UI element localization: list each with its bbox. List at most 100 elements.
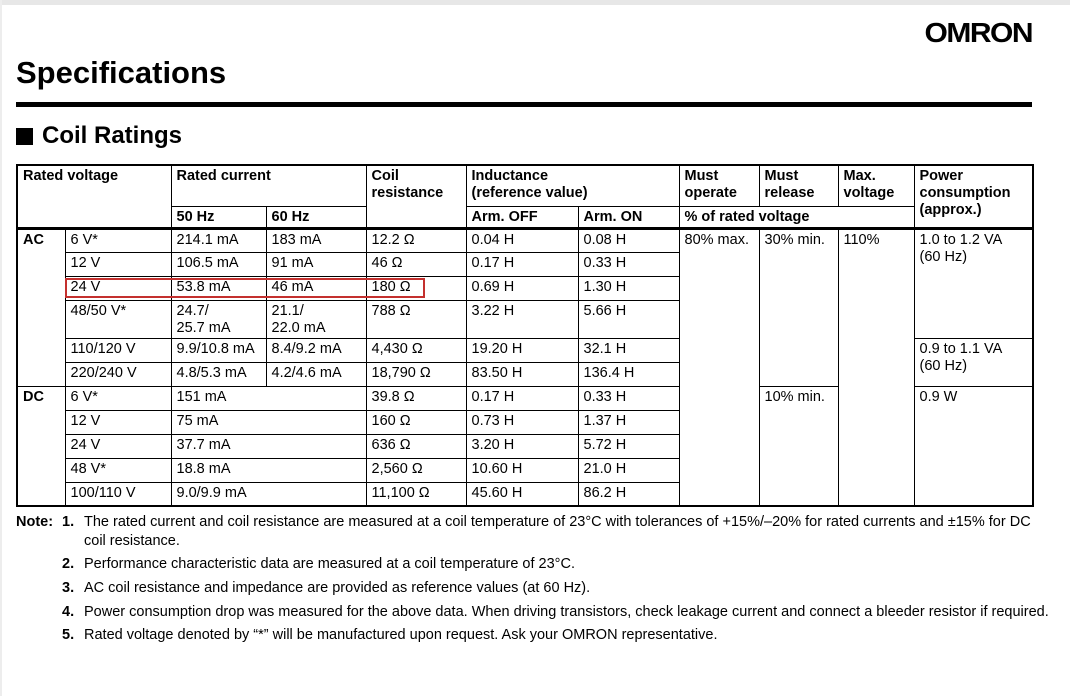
table-row-dc-100-110v: 100/110 V 9.0/9.9 mA 11,100 Ω 45.60 H 86… xyxy=(17,481,1033,507)
cell-current-dc: 75 mA xyxy=(170,409,367,435)
cell-current-50hz: 4.8/5.3 mA xyxy=(170,361,267,387)
table-row-dc-24v: 24 V 37.7 mA 636 Ω 3.20 H 5.72 H xyxy=(17,433,1033,459)
note-item: 3. AC coil resistance and impedance are … xyxy=(16,579,1056,598)
table-row-ac-110-120v: 110/120 V 9.9/10.8 mA 8.4/9.2 mA 4,430 Ω… xyxy=(17,337,1034,387)
coil-ratings-table: Rated voltage Rated current Coil resista… xyxy=(16,164,1034,508)
cell-resistance: 12.2 Ω xyxy=(365,227,467,253)
cell-arm-on: 1.30 H xyxy=(577,275,680,301)
note-item: Note: 1. The rated current and coil resi… xyxy=(16,513,1056,550)
page-content: OMRON Specifications Coil Ratings Rated … xyxy=(16,5,1049,650)
page-edge-top xyxy=(0,0,1070,5)
cell-arm-on: 0.08 H xyxy=(577,227,680,253)
note-label-spacer xyxy=(16,579,62,598)
section-marker-icon xyxy=(16,127,33,145)
cell-voltage: 12 V xyxy=(64,251,172,277)
cell-resistance: 160 Ω xyxy=(365,409,467,435)
cell-arm-off: 0.04 H xyxy=(465,227,579,253)
cell-power-ac-low: 1.0 to 1.2 VA (60 Hz) xyxy=(913,227,1034,339)
header-pct-rated-voltage: % of rated voltage xyxy=(678,205,915,230)
page-edge-left xyxy=(0,0,2,696)
cell-voltage: 6 V* xyxy=(64,385,172,411)
header-must-release: Must release xyxy=(758,164,839,207)
note-item: 4. Power consumption drop was measured f… xyxy=(16,603,1056,622)
header-50hz: 50 Hz xyxy=(170,205,267,230)
header-row-1: Rated voltage Rated current Coil resista… xyxy=(16,164,1034,230)
cell-resistance: 2,560 Ω xyxy=(365,457,467,483)
table-row-dc-6v: DC 6 V* 151 mA 39.8 Ω 0.17 H 0.33 H 10% … xyxy=(16,385,1034,507)
cell-arm-on: 0.33 H xyxy=(577,385,680,411)
header-60hz: 60 Hz xyxy=(265,205,367,230)
note-number: 1. xyxy=(62,514,75,531)
title-rule xyxy=(16,102,1032,107)
note-item: 5. Rated voltage denoted by “*” will be … xyxy=(16,626,1056,645)
cell-voltage: 24 V xyxy=(64,275,425,301)
cell-resistance: 46 Ω xyxy=(365,251,467,277)
cell-arm-off: 3.22 H xyxy=(465,299,579,339)
note-number: 2. xyxy=(62,556,75,573)
cell-resistance: 18,790 Ω xyxy=(365,361,467,387)
cell-arm-off: 83.50 H xyxy=(465,361,579,387)
note-text: Power consumption drop was measured for … xyxy=(84,603,1049,620)
cell-current-dc: 151 mA xyxy=(170,385,367,411)
header-must-operate: Must operate xyxy=(678,164,760,207)
header-max-voltage: Max. voltage xyxy=(837,164,915,207)
cell-group-dc: DC xyxy=(16,385,66,507)
cell-current-60hz: 183 mA xyxy=(265,227,367,253)
cell-current-50hz: 106.5 mA xyxy=(170,251,267,277)
table-row-ac-48-50v: 48/50 V* 24.7/ 25.7 mA 21.1/ 22.0 mA 788… xyxy=(17,299,1033,339)
cell-must-release-dc: 10% min. xyxy=(758,385,839,507)
cell-current-60hz: 46 mA xyxy=(265,275,367,301)
cell-current-60hz: 91 mA xyxy=(265,251,367,277)
cell-current-50hz: 53.8 mA xyxy=(170,275,267,301)
cell-voltage: 110/120 V xyxy=(64,337,172,363)
cell-voltage: 48/50 V* xyxy=(64,299,172,339)
cell-arm-off: 10.60 H xyxy=(465,457,579,483)
header-power-consumption: Power consumption (approx.) xyxy=(913,164,1034,230)
cell-voltage-text: 24 V xyxy=(70,278,101,295)
note-text: AC coil resistance and impedance are pro… xyxy=(84,579,591,596)
note-text: Performance characteristic data are meas… xyxy=(84,556,575,573)
header-arm-on: Arm. ON xyxy=(577,205,680,230)
note-label-spacer xyxy=(16,603,62,622)
cell-group-ac: AC xyxy=(16,227,66,387)
cell-arm-off: 0.69 H xyxy=(465,275,579,301)
page-title: Specifications xyxy=(16,55,227,90)
cell-arm-off: 0.73 H xyxy=(465,409,579,435)
cell-voltage: 6 V* xyxy=(64,227,172,253)
table-row-dc-12v: 12 V 75 mA 160 Ω 0.73 H 1.37 H xyxy=(17,409,1033,435)
section-title: Coil Ratings xyxy=(42,122,183,149)
header-inductance: Inductance (reference value) xyxy=(465,164,680,207)
cell-resistance: 636 Ω xyxy=(365,433,467,459)
note-label-spacer xyxy=(16,626,62,645)
cell-max-voltage: 110% xyxy=(837,227,915,507)
cell-current-dc: 18.8 mA xyxy=(170,457,367,483)
note-label-spacer xyxy=(16,555,62,574)
cell-current-dc: 37.7 mA xyxy=(170,433,367,459)
cell-power-ac-high: 0.9 to 1.1 VA (60 Hz) xyxy=(913,337,1034,387)
cell-arm-on: 136.4 H xyxy=(577,361,680,387)
section-heading: Coil Ratings xyxy=(16,122,1032,150)
cell-arm-off: 0.17 H xyxy=(465,385,579,411)
cell-current-60hz: 8.4/9.2 mA xyxy=(265,337,367,363)
cell-resistance: 11,100 Ω xyxy=(365,481,467,507)
cell-resistance: 788 Ω xyxy=(365,299,467,339)
cell-resistance: 180 Ω xyxy=(365,275,467,301)
cell-voltage: 220/240 V xyxy=(64,361,172,387)
note-item: 2. Performance characteristic data are m… xyxy=(16,555,1056,574)
cell-arm-on: 5.72 H xyxy=(577,433,680,459)
cell-voltage: 100/110 V xyxy=(64,481,172,507)
cell-arm-off: 3.20 H xyxy=(465,433,579,459)
cell-resistance: 4,430 Ω xyxy=(365,337,467,363)
cell-arm-off: 0.17 H xyxy=(465,251,579,277)
table-row-ac-12v: 12 V 106.5 mA 91 mA 46 Ω 0.17 H 0.33 H xyxy=(17,251,1033,277)
cell-current-50hz: 9.9/10.8 mA xyxy=(170,337,267,363)
note-text: Rated voltage denoted by “*” will be man… xyxy=(84,627,718,644)
omron-logo: OMRON xyxy=(924,18,1034,49)
note-number: 4. xyxy=(62,603,75,620)
cell-must-operate: 80% max. xyxy=(678,227,760,507)
header-coil-resistance: Coil resistance xyxy=(365,164,467,230)
cell-current-60hz: 21.1/ 22.0 mA xyxy=(265,299,367,339)
cell-arm-off: 45.60 H xyxy=(465,481,579,507)
cell-current-dc: 9.0/9.9 mA xyxy=(170,481,367,507)
cell-voltage: 48 V* xyxy=(64,457,172,483)
